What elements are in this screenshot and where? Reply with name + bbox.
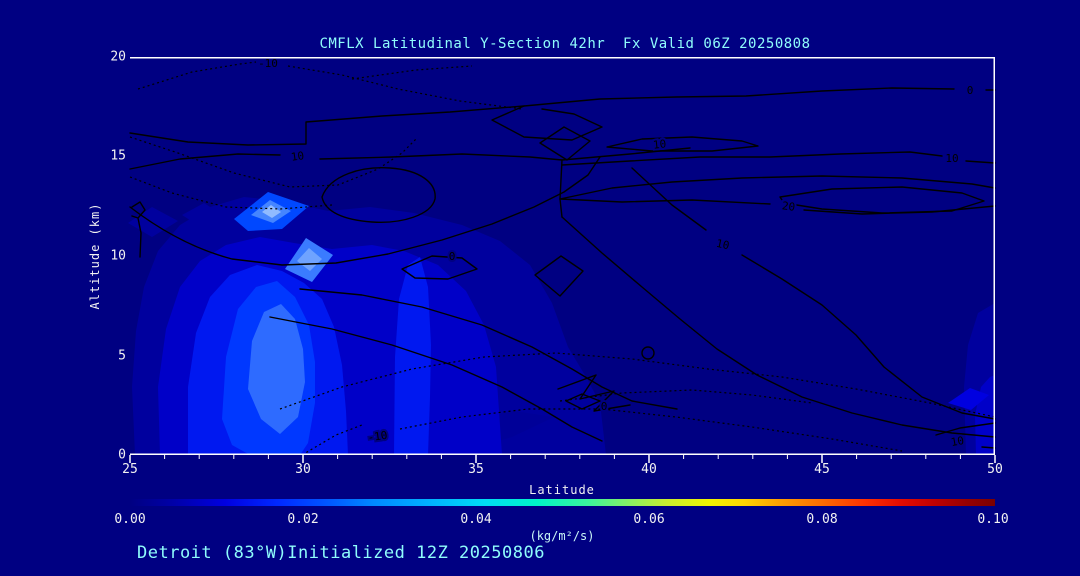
x-tick-label: 50 bbox=[987, 462, 1003, 477]
filled-contour-region bbox=[297, 248, 322, 271]
colorbar-units: (kg/m²/s) bbox=[529, 529, 595, 543]
colorbar-tick-label: 0.10 bbox=[977, 512, 1009, 527]
axis-spines bbox=[130, 57, 995, 455]
contour-line-dashed bbox=[279, 352, 996, 418]
x-tick-label: 30 bbox=[295, 462, 311, 477]
contour-label: -10 bbox=[367, 429, 388, 445]
contour-line-dashed bbox=[351, 65, 473, 80]
filled-contour-region bbox=[248, 304, 305, 434]
contour-value-labels: -10 0 10 10 10 20 10 0 0 10 -10 bbox=[256, 55, 975, 451]
contour-line bbox=[561, 151, 996, 166]
contour-line-dashed bbox=[137, 61, 523, 110]
contour-line bbox=[561, 216, 996, 438]
contour-label: 10 bbox=[652, 137, 667, 151]
contour-line bbox=[606, 136, 759, 152]
x-axis-ticks bbox=[129, 455, 996, 463]
contour-line-dashed bbox=[301, 408, 903, 456]
contour-line bbox=[631, 167, 996, 420]
x-tick-label: 25 bbox=[122, 462, 138, 477]
filled-contour-region bbox=[182, 203, 224, 229]
filled-contour-region bbox=[262, 205, 281, 218]
contour-label: 10 bbox=[950, 434, 965, 449]
contour-label: 10 bbox=[715, 237, 731, 252]
contour-line bbox=[559, 175, 996, 200]
contour-line bbox=[557, 374, 631, 412]
contour-label: 0 bbox=[967, 84, 974, 97]
contour-line bbox=[299, 288, 678, 410]
y-tick-label: 5 bbox=[118, 348, 126, 364]
x-axis-label: Latitude bbox=[529, 483, 595, 497]
colorbar-tick-label: 0.04 bbox=[460, 512, 492, 527]
footer-annotation: Detroit (83°W)Initialized 12Z 20250806 bbox=[137, 543, 545, 563]
contour-line-dashed bbox=[129, 176, 333, 210]
colorbar-tick-label: 0.06 bbox=[633, 512, 665, 527]
contour-line bbox=[401, 255, 478, 280]
contour-line bbox=[321, 167, 436, 223]
contour-lines-dashed bbox=[129, 61, 996, 456]
colorbar bbox=[130, 499, 995, 506]
contour-line-dashed bbox=[129, 136, 417, 188]
contour-label: -10 bbox=[258, 57, 278, 70]
chart-title: CMFLX Latitudinal Y-Section 42hr Fx Vali… bbox=[319, 36, 811, 52]
contour-line bbox=[565, 393, 601, 410]
contour-line bbox=[935, 422, 996, 449]
contour-line bbox=[129, 87, 996, 146]
contour-line bbox=[779, 186, 985, 214]
contour-line bbox=[534, 255, 584, 297]
contour-line-dashed bbox=[559, 389, 813, 404]
filled-contour-region bbox=[948, 388, 989, 410]
contour-lines-solid bbox=[129, 87, 996, 449]
contour-line bbox=[131, 201, 146, 258]
contour-label: 10 bbox=[945, 152, 958, 165]
contour-line bbox=[129, 147, 691, 170]
contour-line bbox=[129, 156, 601, 266]
x-tick-label: 40 bbox=[641, 462, 657, 477]
colorbar-tick-label: 0.08 bbox=[806, 512, 838, 527]
y-tick-label: 15 bbox=[110, 148, 126, 164]
contour-label: 20 bbox=[781, 199, 796, 214]
y-tick-label: 10 bbox=[110, 248, 126, 264]
contour-line bbox=[559, 159, 563, 218]
contour-line bbox=[491, 105, 603, 141]
contour-label: 0 bbox=[601, 400, 608, 413]
contour-label: 0 bbox=[449, 250, 456, 263]
x-tick-label: 35 bbox=[468, 462, 484, 477]
colorbar-tick-label: 0.02 bbox=[287, 512, 319, 527]
colorbar-tick-label: 0.00 bbox=[114, 512, 146, 527]
contour-line bbox=[641, 346, 655, 360]
y-tick-label: 0 bbox=[118, 447, 126, 463]
y-tick-label: 20 bbox=[110, 49, 126, 65]
x-tick-label: 45 bbox=[814, 462, 830, 477]
plot-area: -10 0 10 10 10 20 10 0 0 10 -10 bbox=[128, 55, 996, 463]
contour-line bbox=[269, 316, 603, 442]
contour-label: 10 bbox=[290, 149, 305, 164]
contour-line bbox=[539, 126, 591, 161]
